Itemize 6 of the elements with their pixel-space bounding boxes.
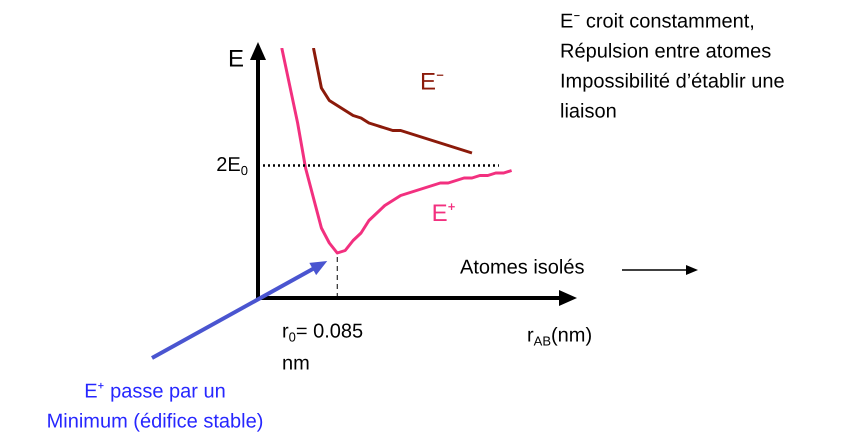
y-axis-title: E: [228, 46, 244, 73]
series-label: E⁻: [420, 68, 444, 96]
annotation: Atomes isolés: [460, 256, 584, 279]
annotation: E⁻ croit constamment, Répulsion entre atomes Impossibilité d’établir une liaison: [560, 10, 785, 123]
text: E⁺ passe par un Minimum (édifice stable): [46, 380, 264, 433]
series-label: E⁺: [432, 200, 456, 228]
